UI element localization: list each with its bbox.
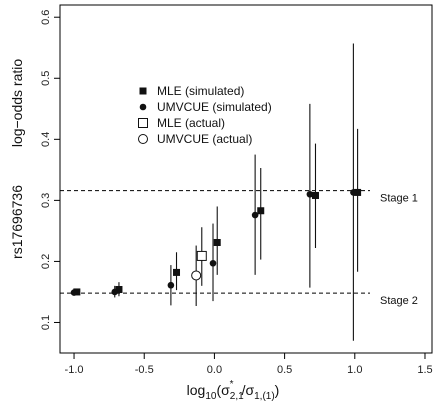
x-tick-label: 0.0	[207, 364, 222, 376]
y-tick-label: 0.3	[40, 193, 52, 208]
legend-marker	[139, 103, 147, 111]
data-point	[173, 268, 181, 276]
y-tick-label: 0.1	[40, 315, 52, 330]
data-point	[306, 190, 314, 198]
data-point	[350, 189, 357, 196]
x-tick-label: 1.0	[347, 364, 362, 376]
legend-marker	[138, 118, 148, 128]
x-axis: -1.0 -0.5 0.0 0.5 1.0 1.5	[65, 353, 433, 376]
data-point	[167, 281, 175, 289]
data-point	[191, 270, 202, 281]
data-point	[115, 286, 123, 294]
data-point	[70, 289, 78, 296]
y-axis-label-secondary: rs17696736	[9, 185, 25, 259]
legend-entry: MLE (actual)	[157, 116, 225, 130]
legend-marker	[138, 134, 148, 144]
x-tick-label: -0.5	[135, 364, 154, 376]
reference-line-label: Stage 1	[380, 193, 418, 205]
y-tick-label: 0.6	[40, 10, 52, 25]
data-point	[257, 207, 265, 215]
y-axis: 0.1 0.2 0.3 0.4 0.5 0.6	[40, 10, 60, 330]
data-point	[354, 188, 362, 196]
data-point	[311, 191, 319, 199]
x-tick-label: 0.5	[277, 364, 292, 376]
legend-entry: UMVCUE (simulated)	[157, 100, 272, 114]
legend-entry: MLE (simulated)	[157, 84, 244, 98]
data-point	[196, 250, 207, 261]
legend-entry: UMVCUE (actual)	[157, 132, 252, 146]
data-point	[111, 288, 119, 296]
legend-marker	[139, 87, 147, 95]
y-axis-label: log−odds ratio	[9, 59, 25, 148]
x-axis-label: log10(σ2,1*/σ1,(1))	[187, 379, 280, 402]
legend: MLE (simulated) UMVCUE (simulated) MLE (ac…	[138, 84, 272, 146]
x-tick-label: 1.5	[417, 364, 432, 376]
data-markers	[70, 188, 362, 296]
y-tick-label: 0.4	[40, 132, 52, 147]
x-tick-label: -1.0	[65, 364, 84, 376]
data-point	[251, 211, 259, 219]
y-tick-label: 0.2	[40, 254, 52, 269]
reference-lines: Stage 1 Stage 2	[60, 190, 418, 307]
plot-frame	[59, 4, 433, 354]
y-tick-label: 0.5	[40, 71, 52, 86]
data-point	[209, 259, 217, 267]
reference-line-label: Stage 2	[380, 295, 418, 307]
data-point	[213, 238, 221, 246]
